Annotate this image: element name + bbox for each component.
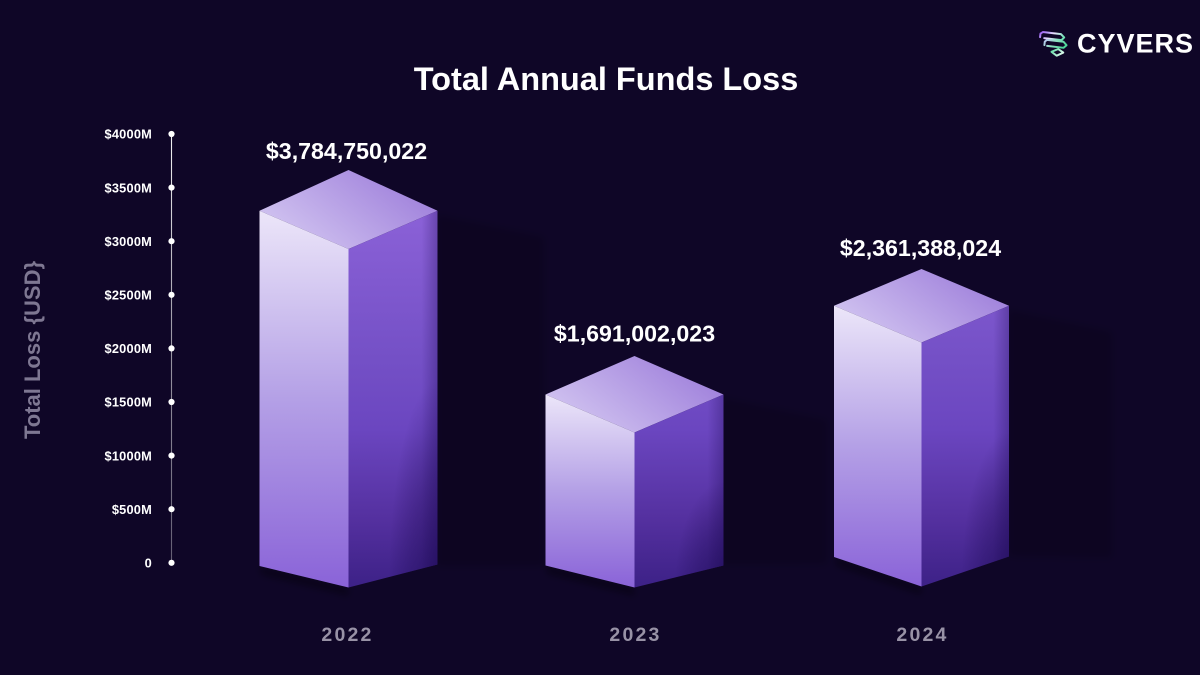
svg-text:$1,691,002,023: $1,691,002,023 bbox=[554, 321, 715, 347]
svg-text:2022: 2022 bbox=[321, 624, 373, 646]
svg-text:$4000M: $4000M bbox=[105, 127, 152, 142]
svg-text:CYVERS: CYVERS bbox=[1077, 29, 1194, 59]
svg-text:$3000M: $3000M bbox=[105, 234, 152, 249]
svg-text:Total Loss {USD}: Total Loss {USD} bbox=[20, 261, 45, 440]
svg-text:$3500M: $3500M bbox=[105, 180, 152, 195]
svg-text:2024: 2024 bbox=[896, 624, 948, 646]
svg-text:$1500M: $1500M bbox=[105, 395, 152, 410]
svg-text:Total Annual Funds Loss: Total Annual Funds Loss bbox=[414, 61, 799, 97]
svg-text:2023: 2023 bbox=[609, 624, 661, 646]
svg-text:$500M: $500M bbox=[112, 502, 152, 517]
svg-text:0: 0 bbox=[145, 556, 152, 571]
svg-text:$1000M: $1000M bbox=[105, 448, 152, 463]
svg-text:$2,361,388,024: $2,361,388,024 bbox=[840, 235, 1001, 261]
svg-text:$2000M: $2000M bbox=[105, 341, 152, 356]
svg-text:$2500M: $2500M bbox=[105, 288, 152, 303]
svg-text:$3,784,750,022: $3,784,750,022 bbox=[266, 138, 427, 164]
